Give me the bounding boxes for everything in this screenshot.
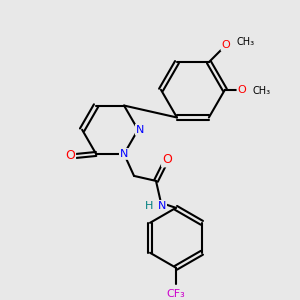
- Text: CH₃: CH₃: [237, 37, 255, 47]
- Text: N: N: [120, 149, 128, 159]
- Text: O: O: [221, 40, 230, 50]
- Text: CH₃: CH₃: [253, 86, 271, 96]
- Text: N: N: [136, 125, 144, 135]
- Text: N: N: [158, 201, 166, 211]
- Text: O: O: [65, 149, 75, 163]
- Text: O: O: [162, 153, 172, 167]
- Text: O: O: [237, 85, 246, 95]
- Text: CF₃: CF₃: [167, 289, 185, 299]
- Text: H: H: [145, 201, 153, 211]
